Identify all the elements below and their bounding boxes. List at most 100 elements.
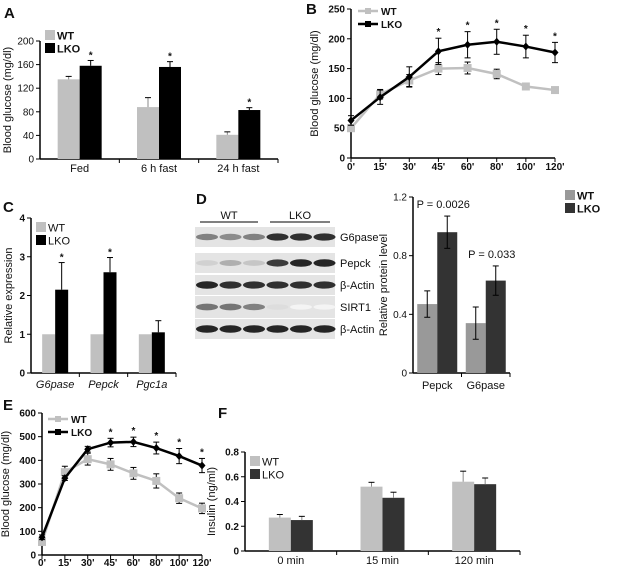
panel-label-f: F (218, 405, 227, 422)
legend-marker-wt (55, 416, 61, 422)
legend-label-lko: LKO (262, 470, 284, 482)
data-point-lko (493, 37, 501, 46)
blot-band (196, 260, 218, 266)
series-line-lko (350, 40, 556, 122)
bar-lko (485, 280, 506, 373)
data-point-lko (464, 40, 472, 49)
panel-f-y-tick-label: 0.4 (225, 497, 239, 508)
blot-band (243, 303, 265, 311)
legend-swatch-lko (565, 203, 575, 213)
panel-a-y-axis-label: Blood glucose (mg/dl) (2, 47, 14, 153)
blot-band (243, 281, 265, 289)
panel-b-x-tick-label: 0' (347, 162, 355, 173)
data-point-wt (129, 469, 138, 478)
legend-label-lko: LKO (71, 428, 92, 439)
blot-band (313, 304, 336, 310)
panel-e-y-tick-label: 500 (19, 432, 36, 443)
data-point-wt (152, 476, 161, 485)
data-point-wt (175, 494, 184, 503)
panel-e-x-tick-label: 30' (81, 558, 95, 568)
blot-band (290, 259, 312, 267)
data-point-lko (347, 116, 355, 125)
bar-wt (360, 486, 383, 551)
panel-b-y-tick-label: 150 (328, 64, 345, 75)
blot-band (219, 259, 242, 267)
significance-star: * (154, 431, 158, 442)
blot-band (219, 233, 242, 241)
panel-a-category-label: Fed (70, 163, 89, 175)
panel-c-y-tick-label: 0 (19, 369, 25, 380)
blot-band (290, 304, 312, 310)
panel-e-x-tick-label: 120' (192, 558, 211, 568)
panel-f-category-label: 120 min (455, 555, 494, 567)
data-point-lko (522, 42, 530, 51)
bar-wt (42, 334, 56, 373)
blot-band (243, 233, 265, 241)
panel-e-y-tick-label: 600 (19, 409, 36, 420)
blot-row-label: G6pase (340, 232, 379, 244)
legend-label-wt: WT (262, 457, 279, 469)
blot-band (290, 233, 312, 241)
data-point-wt (83, 455, 92, 464)
lane-group-label-lko: LKO (289, 210, 311, 222)
panel-e-x-tick-label: 60' (127, 558, 141, 568)
legend-marker-wt (365, 8, 371, 14)
blot-band (290, 281, 312, 289)
data-point-lko (61, 474, 69, 483)
data-point-lko (38, 533, 46, 542)
panel-f-y-tick-label: 0.6 (225, 472, 239, 483)
lane-group-label-wt: WT (220, 210, 237, 222)
significance-star: * (436, 27, 440, 38)
panel-c-category-label: Pepck (88, 379, 119, 391)
panel-e-y-tick-label: 0 (30, 551, 36, 562)
panel-c-y-tick-label: 1 (19, 330, 25, 341)
data-point-wt (463, 64, 472, 73)
blot-band (266, 233, 289, 241)
blot-band (313, 281, 336, 289)
legend-marker-lko (55, 429, 61, 435)
panel-label-d: D (196, 191, 207, 208)
data-point-wt (106, 460, 115, 469)
panel-label-c: C (3, 199, 14, 216)
blot-row-label: β-Actin (340, 280, 374, 292)
panel-f-y-tick-label: 0.2 (225, 522, 239, 533)
blot-band (313, 259, 336, 267)
legend-label-wt: WT (577, 191, 594, 203)
legend-label-wt: WT (381, 7, 397, 18)
panel-a-category-label: 24 h fast (217, 163, 259, 175)
data-point-lko (405, 72, 413, 81)
significance-star: * (495, 18, 499, 29)
panel-label-e: E (3, 397, 13, 414)
p-value-annotation: P = 0.0026 (417, 199, 470, 211)
panel-e-y-tick-label: 300 (19, 480, 36, 491)
legend-swatch-wt (565, 190, 575, 200)
panel-b-y-tick-label: 200 (328, 34, 345, 45)
panel-b-x-tick-label: 30' (403, 162, 417, 173)
panel-b-x-tick-label: 100' (516, 162, 535, 173)
blot-band (266, 304, 289, 310)
significance-star: * (131, 426, 135, 437)
bar-wt (137, 107, 159, 159)
data-point-wt (492, 69, 501, 78)
significance-star: * (108, 248, 112, 259)
blot-band (243, 325, 265, 333)
data-point-wt (198, 504, 206, 513)
blot-row-label: β-Actin (340, 324, 374, 336)
data-point-lko (84, 445, 92, 454)
legend-label-lko: LKO (57, 44, 81, 56)
panel-e-y-tick-label: 400 (19, 456, 36, 467)
significance-star: * (553, 31, 557, 42)
bar-wt (465, 323, 486, 373)
data-point-wt (60, 468, 69, 477)
panel-b-y-tick-label: 250 (328, 5, 345, 16)
bar-wt (268, 517, 291, 551)
panel-b-x-tick-label: 120' (545, 162, 564, 173)
legend-label-wt: WT (48, 223, 65, 235)
panel-c-category-label: G6pase (36, 379, 75, 391)
panel-a-category-label: 6 h fast (141, 163, 177, 175)
blot-band (266, 325, 289, 333)
significance-star: * (168, 52, 172, 63)
panel-f-category-label: 15 min (366, 555, 399, 567)
panel-d-y-tick-label: 0.8 (393, 251, 407, 262)
panel-e-y-axis-label: Blood glucose (mg/dl) (0, 431, 12, 537)
